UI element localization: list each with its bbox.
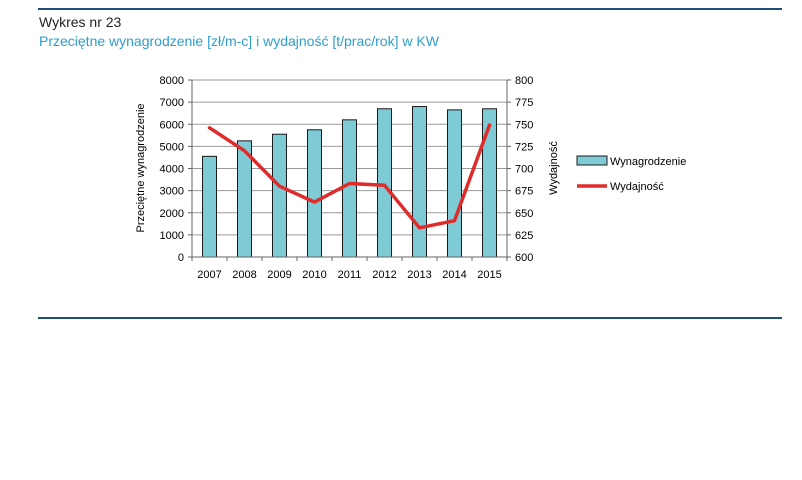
chart-heading: Wykres nr 23 — [39, 14, 122, 30]
x-tick-label: 2008 — [232, 269, 256, 281]
y-tick-label: 3000 — [160, 186, 184, 198]
bar-2009 — [272, 133, 287, 258]
y-tick-label: 5000 — [160, 141, 184, 153]
bottom-rule — [38, 317, 782, 319]
bar-2010 — [307, 129, 322, 258]
top-rule — [38, 8, 782, 10]
x-tick-label: 2012 — [372, 269, 396, 281]
y2-tick-label: 800 — [515, 75, 533, 87]
y-tick-label: 6000 — [160, 119, 184, 131]
legend-label-wydajnosc: Wydajność — [610, 181, 664, 193]
y2-tick-label: 700 — [515, 164, 533, 176]
y2-tick-label: 600 — [515, 252, 533, 264]
bar-2011 — [342, 119, 357, 258]
line-wydajnosc — [207, 123, 492, 230]
bar-2013 — [412, 106, 427, 258]
x-tick-label: 2010 — [302, 269, 326, 281]
y-tick-label: 2000 — [160, 208, 184, 220]
x-tick-label: 2015 — [477, 269, 501, 281]
bar-2008 — [237, 140, 252, 258]
y2-axis-label: Wydajność — [548, 141, 560, 195]
x-tick-label: 2011 — [338, 269, 362, 281]
y-tick-label: 0 — [178, 252, 184, 264]
bar-2012 — [377, 108, 392, 258]
x-tick-label: 2014 — [442, 269, 466, 281]
y-tick-label: 8000 — [160, 75, 184, 87]
y2-tick-label: 775 — [515, 97, 533, 109]
y2-tick-label: 750 — [515, 119, 533, 131]
axes — [188, 79, 511, 261]
x-tick-label: 2007 — [197, 269, 221, 281]
y-tick-label: 4000 — [160, 164, 184, 176]
y2-tick-label: 625 — [515, 230, 533, 242]
legend: Wynagrodzenie Wydajność — [576, 155, 686, 193]
x-tick-label: 2009 — [267, 269, 291, 281]
chart-subtitle: Przeciętne wynagrodzenie [zł/m-c] i wyda… — [39, 33, 439, 49]
legend-swatch-wynagrodzenie — [576, 155, 608, 166]
y2-tick-label: 675 — [515, 186, 533, 198]
tick-labels: 0 1000 2000 3000 4000 5000 6000 7000 8000 600 625 6… — [160, 75, 534, 281]
x-tick-label: 2013 — [407, 269, 431, 281]
bars — [202, 106, 497, 258]
bar-2015 — [482, 108, 497, 258]
legend-label-wynagrodzenie: Wynagrodzenie — [610, 156, 686, 168]
bar-2014 — [447, 109, 462, 258]
y-axis-label: Przeciętne wynagrodzenie — [135, 103, 147, 232]
y-tick-label: 7000 — [160, 97, 184, 109]
bar-2007 — [202, 155, 217, 258]
line-series — [207, 123, 492, 230]
y2-tick-label: 725 — [515, 141, 533, 153]
y2-tick-label: 650 — [515, 208, 533, 220]
y-tick-label: 1000 — [160, 230, 184, 242]
